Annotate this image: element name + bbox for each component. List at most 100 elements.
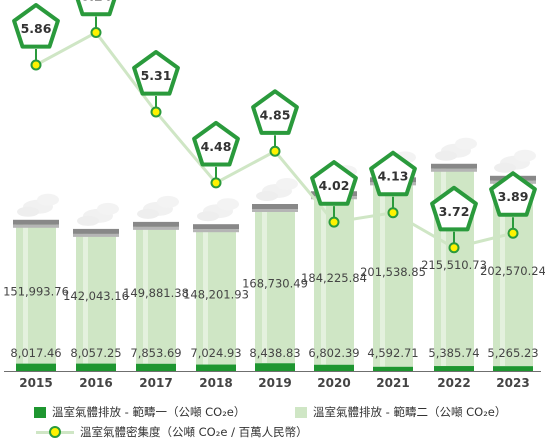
smoke-puff (256, 191, 278, 202)
scope-2-value-label: 149,881.38 (123, 286, 189, 300)
scope-2-value-label: 184,225.84 (301, 271, 367, 285)
bar-highlight (203, 228, 208, 365)
bar-scope-1 (136, 363, 176, 371)
chimney-cap (73, 228, 119, 234)
intensity-badge (369, 150, 417, 197)
chimney-cap (13, 219, 59, 225)
smoke-puff (137, 208, 159, 219)
scope-2-value-label: 215,510.73 (421, 258, 487, 272)
scope-2-value-label: 148,201.93 (183, 287, 249, 301)
scope-1-value-label: 4,592.71 (367, 346, 418, 360)
bar-scope-2 (136, 225, 176, 364)
chimney-cap-band (252, 209, 298, 213)
x-tick-label: 2017 (139, 376, 172, 390)
scope-1-value-label: 8,017.46 (10, 346, 61, 360)
intensity-badge (430, 185, 478, 232)
bar-highlight (321, 195, 326, 365)
bar-scope-1 (434, 366, 474, 371)
bar-scope-1 (196, 364, 236, 371)
bar-highlight (380, 181, 385, 367)
intensity-value-label: 3.89 (498, 189, 529, 204)
bar-highlight (500, 179, 505, 367)
chimney-cap-band (133, 226, 179, 230)
x-tick-label: 2022 (437, 376, 470, 390)
chimney-cap (431, 163, 477, 169)
bar-highlight (83, 232, 88, 364)
x-tick-label: 2021 (376, 376, 409, 390)
intensity-badge (310, 160, 358, 206)
intensity-value-label: 4.85 (260, 107, 291, 122)
intensity-badge (132, 50, 180, 96)
chimney-cap-band (73, 233, 119, 237)
bar-scope-1 (493, 366, 533, 371)
scope-2-value-label: 201,538.85 (360, 265, 426, 279)
scope-1-value-label: 8,057.25 (70, 346, 121, 360)
scope-2-value-label: 168,730.49 (242, 277, 308, 291)
bar-highlight (441, 167, 446, 367)
scope-1-value-label: 7,024.93 (190, 346, 241, 360)
bar-scope-2 (255, 208, 295, 364)
scope-1-value-label: 7,853.69 (130, 346, 181, 360)
x-tick-label: 2023 (496, 376, 529, 390)
smoke-puff (435, 150, 457, 161)
x-tick-label: 2015 (19, 376, 52, 390)
chimney-cap-band (193, 229, 239, 233)
intensity-point (90, 27, 102, 39)
intensity-badge (12, 3, 60, 49)
smoke-puff (37, 193, 59, 206)
intensity-point (507, 227, 519, 239)
intensity-badge (489, 171, 537, 217)
scope-2-value-label: 151,993.76 (3, 285, 69, 299)
intensity-point (30, 59, 42, 71)
intensity-point (269, 145, 281, 157)
intensity-badge (251, 89, 299, 135)
bar-scope-1 (314, 364, 354, 371)
intensity-point (210, 177, 222, 189)
intensity-value-label: 5.31 (141, 68, 172, 83)
scope-1-value-label: 5,385.74 (428, 346, 479, 360)
bar-scope-1 (373, 366, 413, 371)
bar-scope-2 (196, 228, 236, 365)
bar-highlight (262, 208, 267, 364)
x-tick-label: 2018 (199, 376, 232, 390)
chimney-cap (252, 204, 298, 210)
bar-scope-1 (255, 363, 295, 371)
bar-highlight (23, 223, 28, 364)
scope-1-value-label: 8,438.83 (249, 346, 300, 360)
intensity-badge (75, 0, 117, 17)
smoke-puff (157, 195, 179, 208)
smoke-puff (494, 162, 516, 173)
scope-2-value-label: 202,570.24 (480, 264, 545, 278)
smoke-puff (217, 198, 239, 211)
chimney-cap (193, 224, 239, 230)
chimney-cap-band (431, 168, 477, 172)
smoke-puff (514, 149, 536, 162)
smoke-puff (77, 215, 99, 226)
chimney-cap-band (13, 224, 59, 228)
scope-1-value-label: 5,265.23 (487, 346, 538, 360)
intensity-value-label: 4.13 (378, 169, 409, 184)
intensity-value-label: 5.86 (21, 21, 52, 36)
smoke-puff (17, 206, 39, 217)
intensity-value-label: 4.48 (201, 139, 232, 154)
scope-1-value-label: 6,802.39 (308, 346, 359, 360)
intensity-value-label: 6.24 (81, 0, 112, 4)
bar-scope-2 (76, 232, 116, 364)
scope-2-value-label: 142,043.16 (63, 289, 129, 303)
x-tick-label: 2019 (258, 376, 291, 390)
intensity-badge (192, 120, 240, 167)
x-tick-label: 2020 (317, 376, 350, 390)
bar-scope-1 (76, 363, 116, 371)
bar-highlight (143, 225, 148, 364)
x-tick-label: 2016 (79, 376, 112, 390)
intensity-point (448, 242, 460, 254)
smoke-puff (197, 211, 219, 222)
intensity-point (150, 106, 162, 118)
intensity-value-label: 4.02 (319, 178, 350, 193)
smoke-puff (276, 178, 298, 191)
intensity-point (387, 207, 399, 219)
bar-scope-2 (16, 223, 56, 364)
intensity-point (328, 216, 340, 228)
intensity-value-label: 3.72 (439, 204, 470, 219)
